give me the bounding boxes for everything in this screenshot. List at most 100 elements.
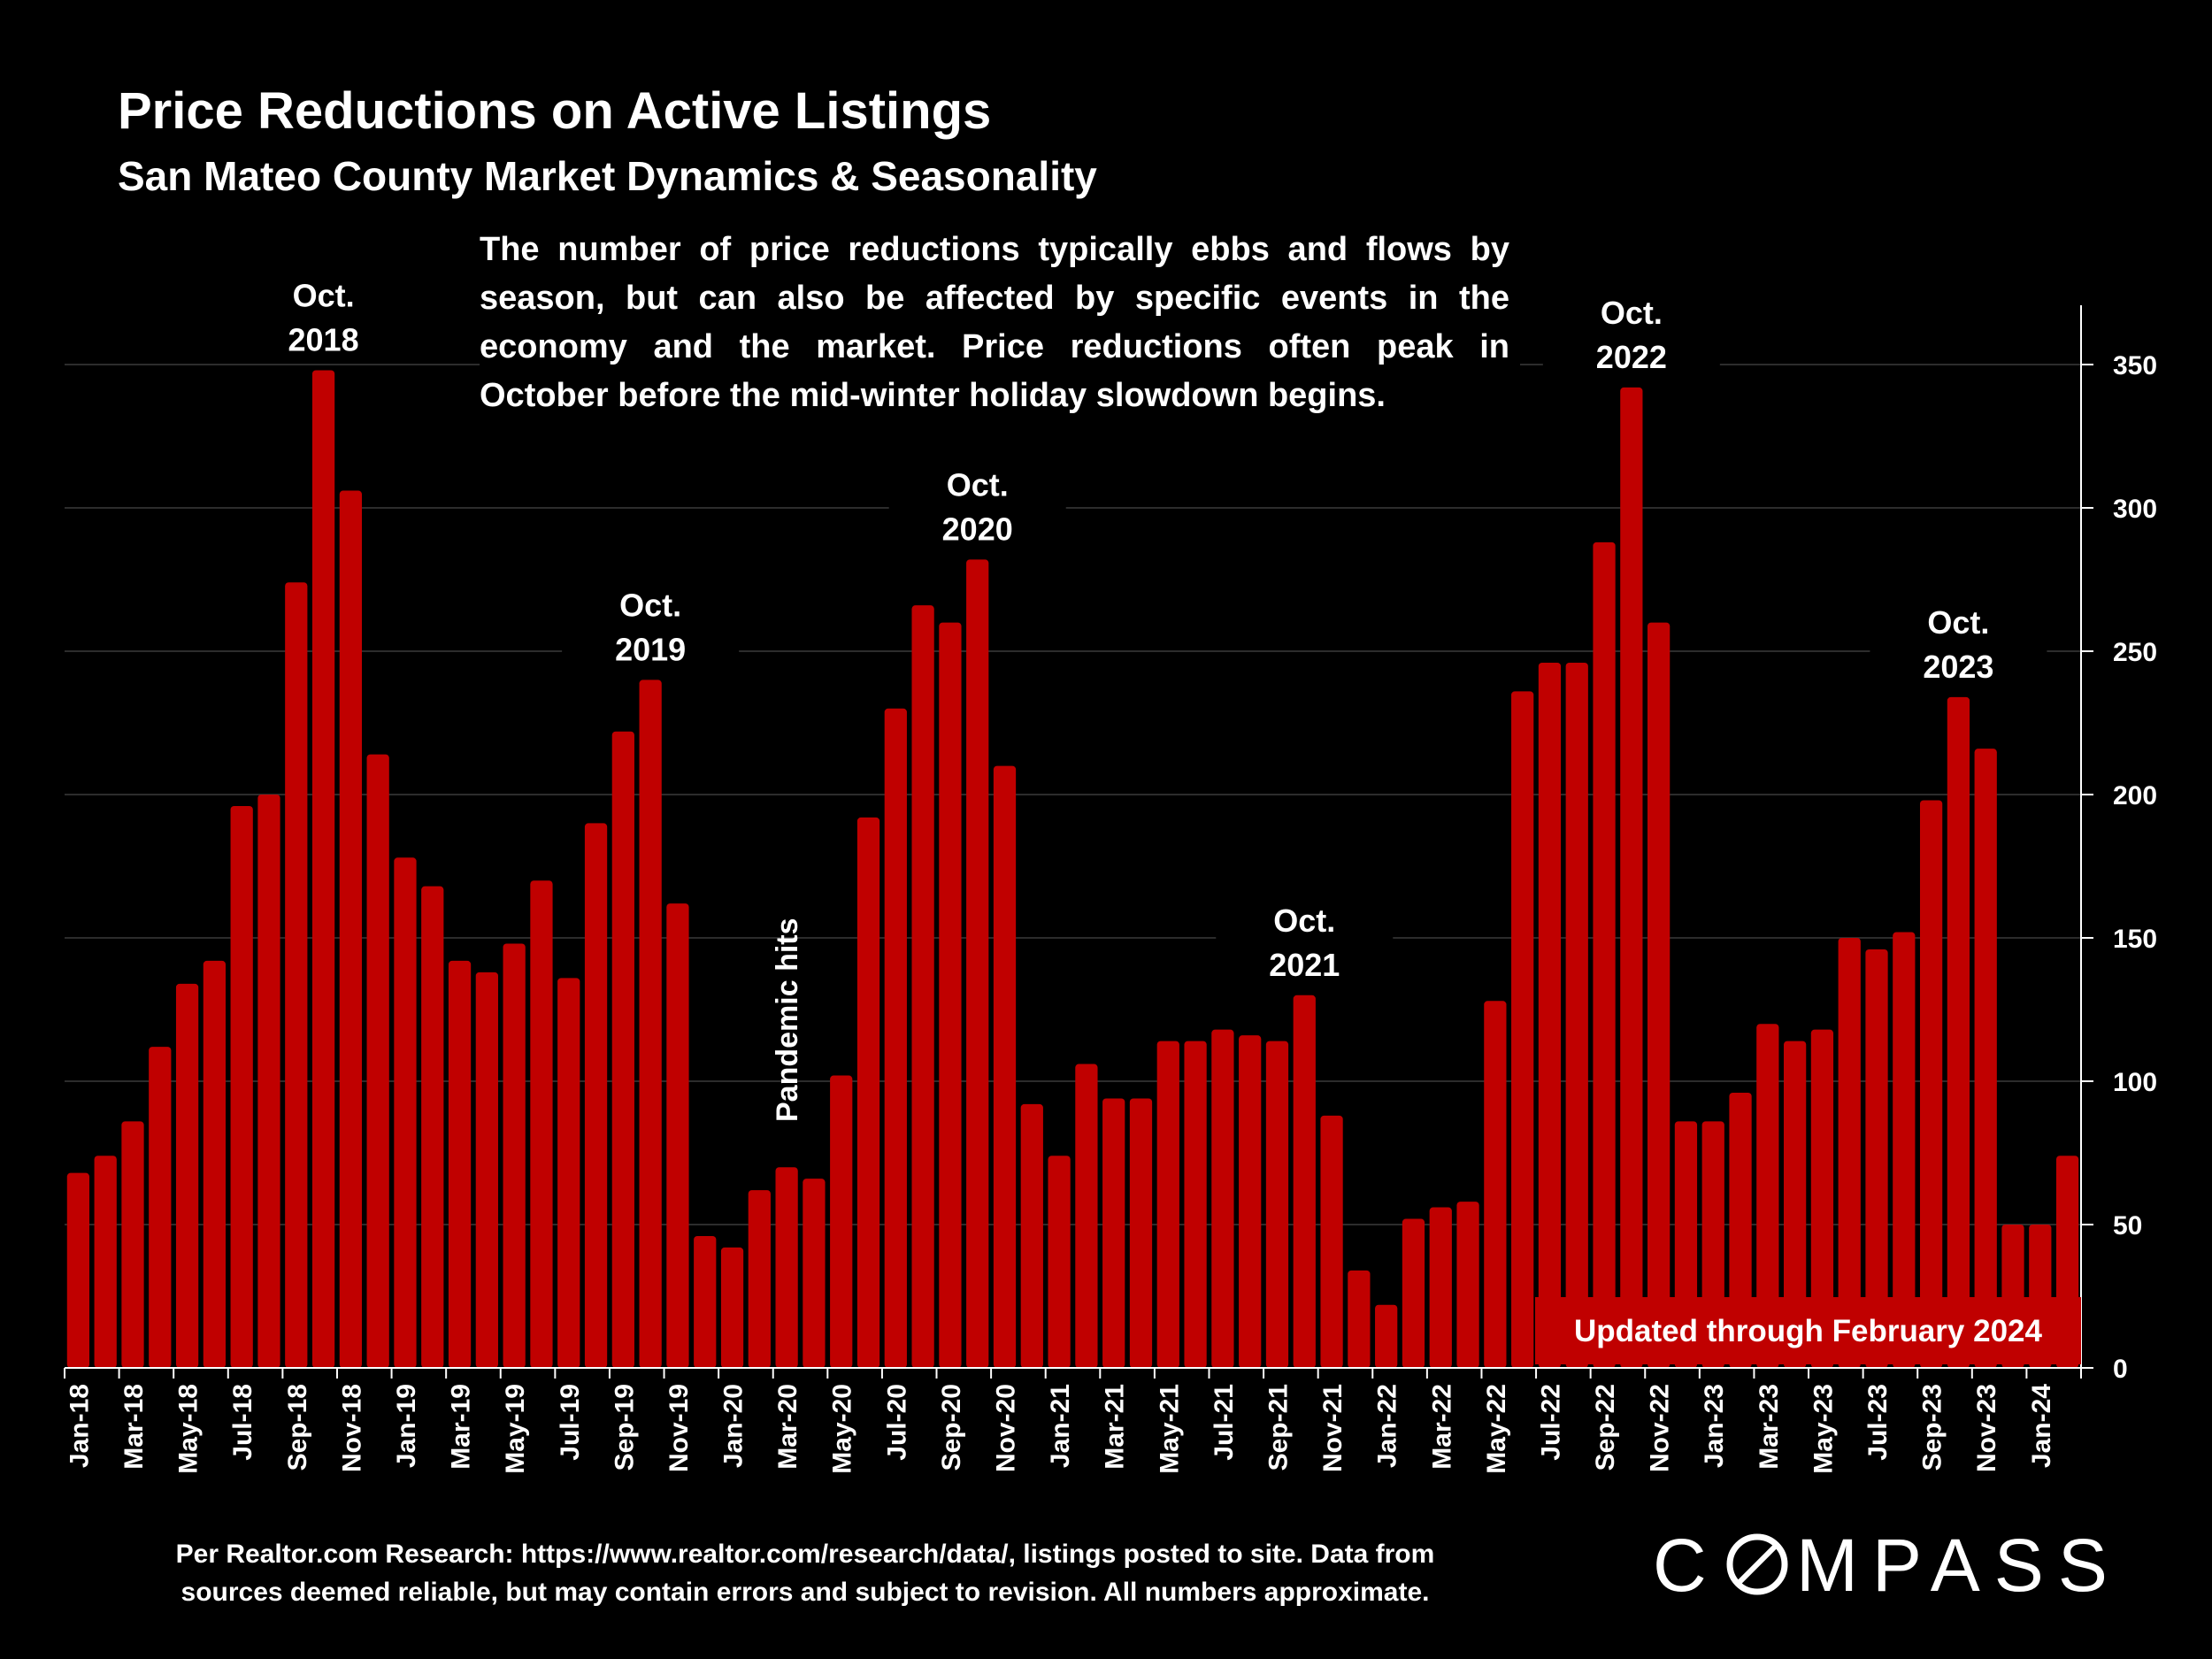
- annotation-label: Oct.: [293, 277, 355, 313]
- annotation-label: Oct.: [1273, 902, 1335, 939]
- annotations: Oct. 2018 Oct. 2019 Oct. 2020 Oct. 2021 Oct. 2022…: [234, 271, 2081, 1364]
- bar: [94, 1156, 117, 1368]
- bar: [966, 559, 989, 1368]
- x-tick-label: May-23: [1809, 1384, 1838, 1474]
- bar: [1511, 691, 1534, 1368]
- annotation-label: 2022: [1596, 339, 1667, 375]
- compass-logo-o-icon: [1726, 1533, 1788, 1595]
- x-tick-label: Jul-19: [556, 1384, 585, 1461]
- annotation-backdrop: [1216, 895, 1394, 988]
- bar: [1020, 1103, 1043, 1368]
- bar: [1484, 1001, 1507, 1368]
- source-footnote: Per Realtor.com Research: https://www.re…: [159, 1535, 1451, 1611]
- x-tick-label: Nov-22: [1646, 1384, 1675, 1472]
- bar: [230, 805, 253, 1368]
- bar: [1538, 662, 1562, 1368]
- updated-badge: [1535, 1297, 2081, 1364]
- bar: [720, 1247, 744, 1368]
- bar: [911, 605, 934, 1368]
- x-tick-label: May-19: [501, 1384, 530, 1474]
- bar: [1565, 662, 1588, 1368]
- svg-text:C: C: [1653, 1531, 1721, 1601]
- annotation-label: 2018: [288, 321, 359, 357]
- x-tick-label: Jan-24: [2027, 1384, 2056, 1468]
- bar: [366, 754, 389, 1368]
- annotation-label: Oct.: [1601, 295, 1663, 331]
- y-tick-label: 50: [2113, 1211, 2142, 1240]
- page-subtitle: San Mateo County Market Dynamics & Seaso…: [118, 153, 1097, 199]
- compass-logo: C MPASS: [1653, 1531, 2122, 1601]
- bar: [1102, 1098, 1125, 1368]
- x-tick-label: Mar-18: [119, 1384, 149, 1470]
- bar: [1647, 622, 1671, 1368]
- annotation-label: Oct.: [619, 587, 681, 623]
- bar: [1184, 1041, 1207, 1368]
- bar: [748, 1190, 771, 1368]
- x-tick-label: Jan-23: [1700, 1384, 1729, 1468]
- bar: [1620, 387, 1643, 1368]
- y-tick-label: 250: [2113, 638, 2157, 667]
- x-tick-label: May-22: [1482, 1384, 1511, 1474]
- annotation-label: 2021: [1269, 947, 1340, 983]
- x-tick-label: Jul-20: [882, 1384, 911, 1461]
- annotation-backdrop: [562, 580, 740, 673]
- bar: [694, 1235, 717, 1368]
- x-tick-label: Mar-21: [1101, 1384, 1130, 1470]
- bar: [993, 765, 1017, 1368]
- bar: [311, 370, 335, 1369]
- x-tick-label: Jul-22: [1536, 1384, 1565, 1461]
- bar: [421, 886, 444, 1368]
- x-tick-label: May-18: [174, 1384, 204, 1474]
- bar: [503, 943, 526, 1368]
- bar: [530, 880, 553, 1368]
- bar: [1375, 1304, 1398, 1368]
- svg-text:MPASS: MPASS: [1796, 1531, 2122, 1601]
- bar: [394, 857, 417, 1368]
- bar: [830, 1075, 853, 1368]
- bar: [1810, 1029, 1834, 1368]
- bar: [475, 972, 498, 1368]
- annotation-backdrop: [234, 271, 412, 364]
- x-tick-label: May-20: [828, 1384, 857, 1474]
- x-tick-label: Nov-20: [992, 1384, 1021, 1472]
- bar: [939, 622, 962, 1368]
- x-tick-label: Sep-23: [1918, 1384, 1947, 1471]
- annotation-label: Oct.: [1927, 604, 1989, 641]
- pandemic-annotation: Pandemic hits: [771, 918, 804, 1122]
- bar: [1784, 1041, 1807, 1368]
- bar: [1947, 696, 1970, 1368]
- x-tick-label: Mar-20: [773, 1384, 803, 1470]
- annotation-backdrop: [1870, 597, 2047, 690]
- axes: 0 50 100 150 200 250 300 350 Jan-18 Mar-18 May-18 J…: [64, 305, 2157, 1474]
- x-tick-label: Jul-21: [1210, 1384, 1239, 1461]
- x-tick-label: Jan-20: [719, 1384, 749, 1468]
- x-tick-label: Jan-22: [1373, 1384, 1402, 1468]
- bar: [557, 978, 580, 1368]
- bar: [1593, 541, 1616, 1368]
- y-tick-label: 350: [2113, 351, 2157, 380]
- bar: [1756, 1024, 1779, 1368]
- y-tick-label: 200: [2113, 781, 2157, 810]
- x-tick-label: Mar-19: [447, 1384, 476, 1470]
- bar: [448, 960, 472, 1368]
- page-title: Price Reductions on Active Listings: [118, 82, 992, 140]
- bar: [175, 983, 199, 1368]
- bar: [1265, 1041, 1289, 1368]
- bar: [339, 490, 362, 1368]
- x-tick-label: Jan-18: [65, 1384, 94, 1468]
- y-tick-label: 0: [2113, 1355, 2128, 1384]
- bar: [775, 1167, 798, 1368]
- bar: [1893, 932, 1916, 1368]
- bar: [121, 1121, 144, 1368]
- annotation-label: Oct.: [947, 466, 1009, 503]
- footnote-line-1: Per Realtor.com Research: https://www.re…: [175, 1540, 1435, 1569]
- bar: [1456, 1202, 1479, 1368]
- annotation-backdrop: [888, 460, 1066, 553]
- bar: [66, 1172, 90, 1368]
- x-tick-label: Jul-18: [228, 1384, 257, 1461]
- annotation-label: 2023: [1923, 649, 1993, 685]
- x-tick-label: Nov-18: [337, 1384, 366, 1472]
- bar: [1293, 995, 1316, 1368]
- bar: [584, 823, 608, 1368]
